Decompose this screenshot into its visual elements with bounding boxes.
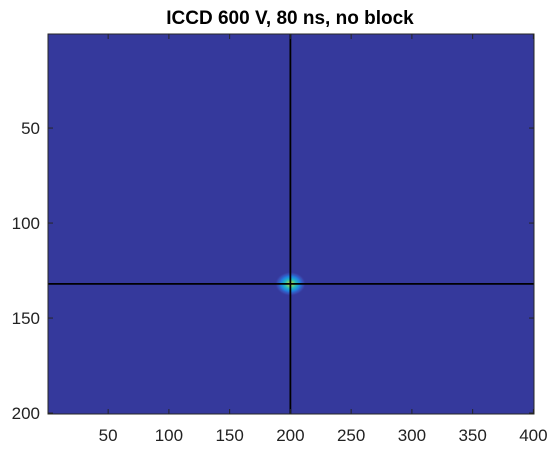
x-tick-label: 250 — [337, 426, 365, 445]
x-tick-label: 100 — [155, 426, 183, 445]
y-tick-label: 50 — [21, 119, 40, 138]
x-tick-label: 400 — [519, 426, 547, 445]
x-tick-label: 300 — [398, 426, 426, 445]
chart-title: ICCD 600 V, 80 ns, no block — [166, 8, 414, 29]
x-tick-label: 50 — [99, 426, 118, 445]
plot-frame — [47, 33, 535, 415]
x-tick-label: 150 — [215, 426, 243, 445]
y-tick-label: 100 — [12, 214, 40, 233]
y-tick-label: 150 — [12, 309, 40, 328]
y-tick-label: 200 — [12, 404, 40, 423]
x-tick-label: 200 — [276, 426, 304, 445]
x-tick-label: 350 — [458, 426, 486, 445]
